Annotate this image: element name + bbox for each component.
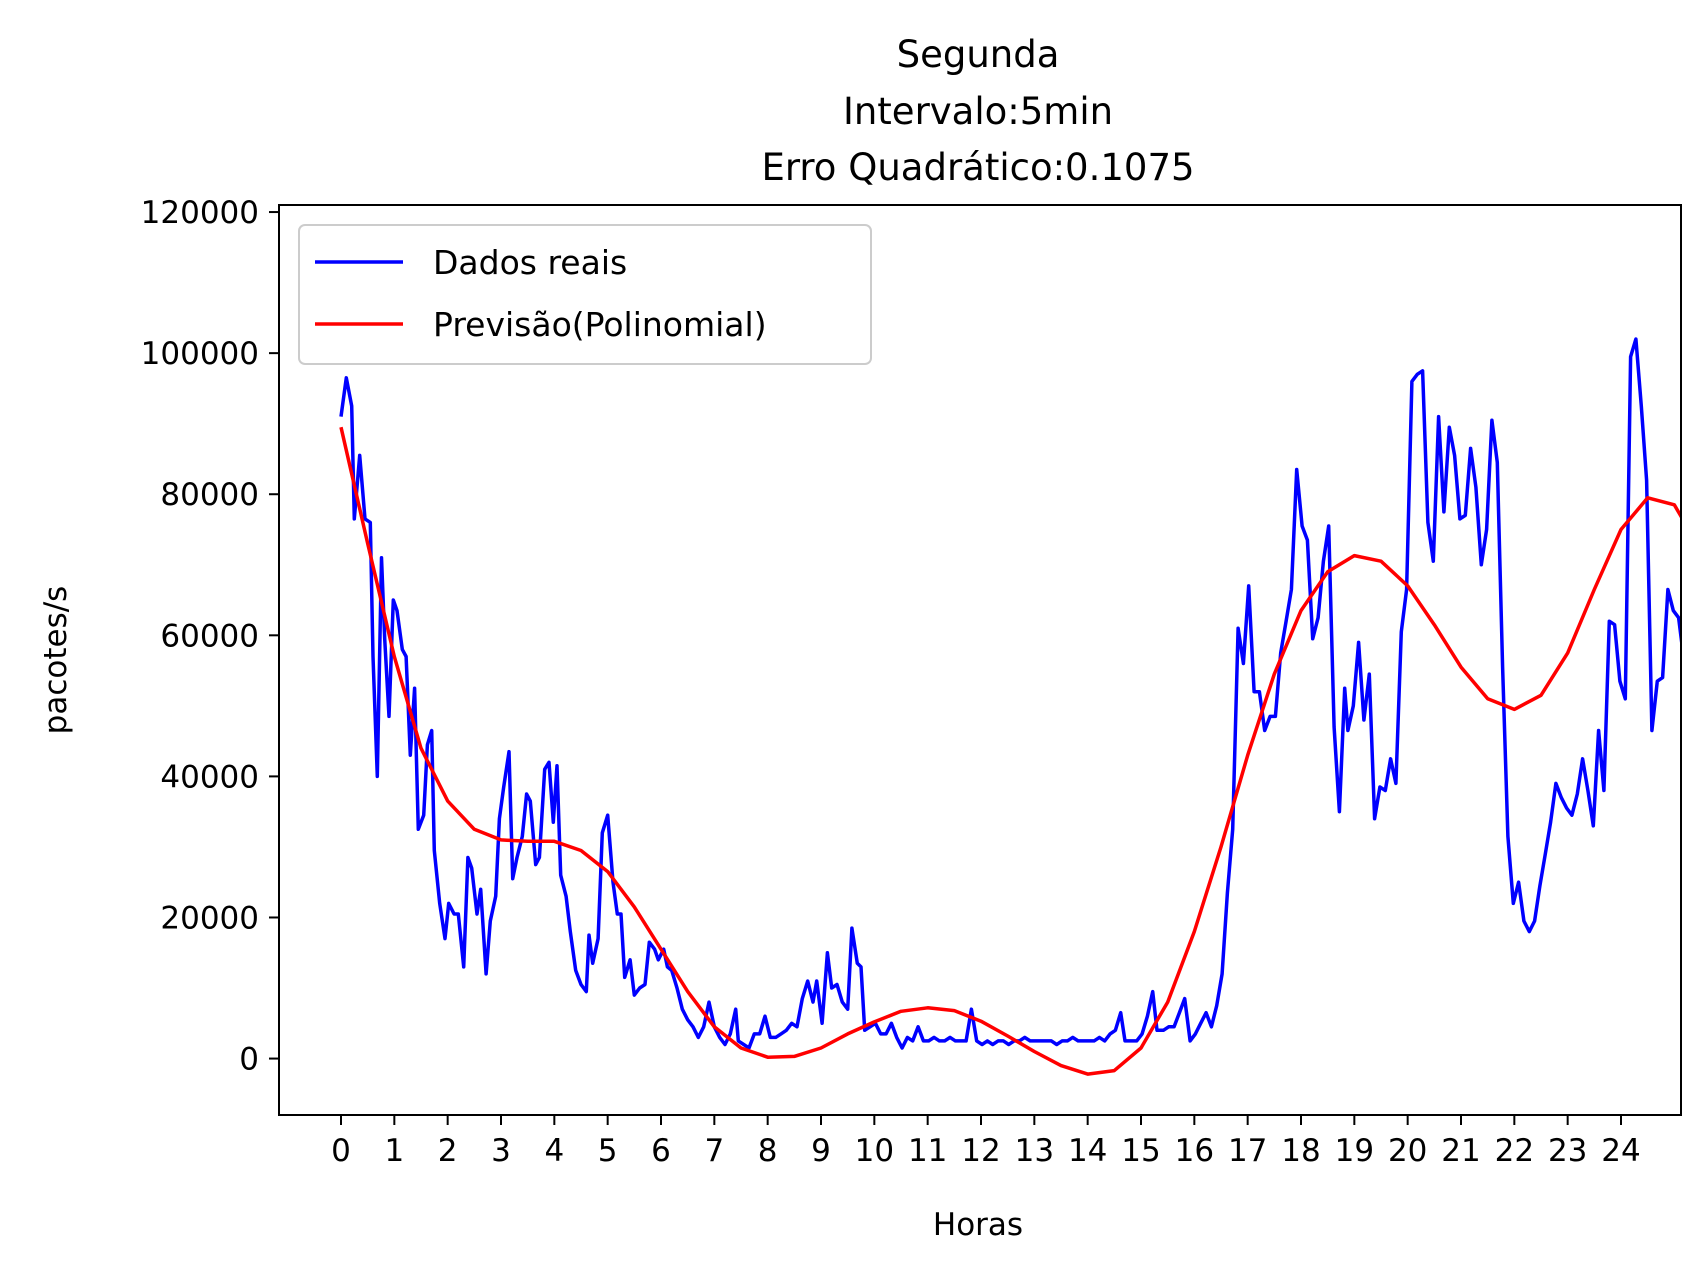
series-layer <box>339 337 1681 1076</box>
y-tick-label: 0 <box>239 1042 259 1078</box>
x-tick-label: 3 <box>491 1133 511 1169</box>
chart-title-line-1: Segunda <box>897 33 1060 76</box>
y-tick-label: 20000 <box>160 900 259 936</box>
chart-title: Segunda Intervalo:5min Erro Quadrático:0… <box>761 33 1194 189</box>
legend: Dados reais Previsão(Polinomial) <box>298 224 872 365</box>
x-tick-label: 17 <box>1228 1133 1267 1169</box>
x-tick-label: 23 <box>1548 1133 1587 1169</box>
x-tick-label: 12 <box>961 1133 1000 1169</box>
x-tick-label: 14 <box>1068 1133 1107 1169</box>
x-tick-label: 21 <box>1441 1133 1480 1169</box>
y-axis: 0 20000 40000 60000 80000 100000 120000 <box>141 195 279 1078</box>
y-tick-label: 60000 <box>160 618 259 654</box>
y-tick-label: 40000 <box>160 759 259 795</box>
x-tick-label: 1 <box>384 1133 404 1169</box>
x-tick-label: 22 <box>1495 1133 1534 1169</box>
x-tick-label: 20 <box>1388 1133 1427 1169</box>
x-tick-label: 8 <box>758 1133 778 1169</box>
y-axis-label: pacotes/s <box>38 586 74 735</box>
x-tick-label: 18 <box>1281 1133 1320 1169</box>
y-tick-label: 100000 <box>141 336 259 372</box>
x-tick-label: 16 <box>1175 1133 1214 1169</box>
x-tick-label: 7 <box>704 1133 724 1169</box>
x-tick-label: 5 <box>598 1133 618 1169</box>
x-tick-label: 13 <box>1015 1133 1054 1169</box>
x-axis: 0 1 2 3 4 5 6 7 8 9 10 11 12 13 14 15 16 17 18 19 20 21 22 23 24 <box>331 1115 1641 1169</box>
chart-title-line-2: Intervalo:5min <box>843 90 1113 133</box>
chart-title-line-3: Erro Quadrático:0.1075 <box>761 146 1194 189</box>
y-tick-label: 120000 <box>141 195 259 231</box>
legend-box <box>298 224 872 365</box>
x-tick-label: 2 <box>438 1133 458 1169</box>
x-axis-label: Horas <box>933 1207 1023 1243</box>
x-tick-label: 9 <box>811 1133 831 1169</box>
x-tick-label: 15 <box>1121 1133 1160 1169</box>
x-tick-label: 11 <box>908 1133 947 1169</box>
legend-label-previsao: Previsão(Polinomial) <box>433 305 767 344</box>
x-tick-label: 4 <box>544 1133 564 1169</box>
x-tick-label: 0 <box>331 1133 351 1169</box>
series-line-previsao <box>339 426 1681 1076</box>
x-tick-label: 10 <box>855 1133 894 1169</box>
legend-label-dados-reais: Dados reais <box>433 243 627 282</box>
x-tick-label: 19 <box>1335 1133 1374 1169</box>
x-tick-label: 6 <box>651 1133 671 1169</box>
x-tick-label: 24 <box>1601 1133 1640 1169</box>
y-tick-label: 80000 <box>160 477 259 513</box>
